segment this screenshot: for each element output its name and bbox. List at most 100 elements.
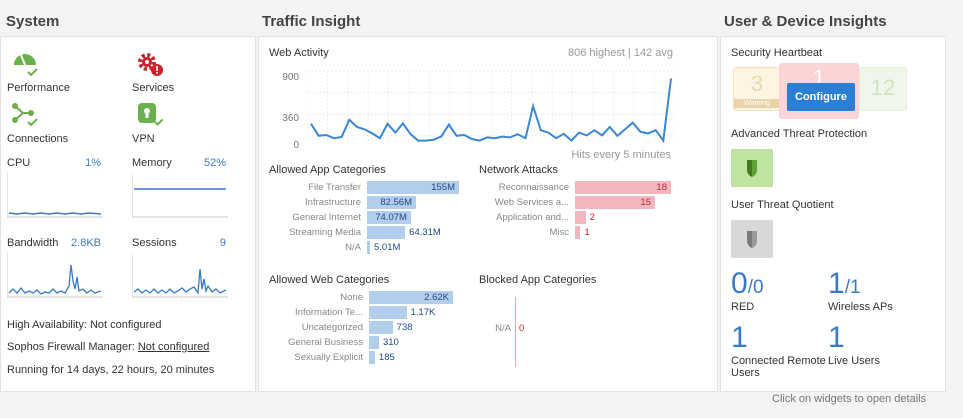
sfm-label: Sophos Firewall Manager: bbox=[7, 341, 135, 353]
connections-label: Connections bbox=[7, 133, 69, 145]
services-widget[interactable]: Services bbox=[132, 51, 232, 95]
app-category-bar[interactable] bbox=[367, 196, 416, 209]
blocked-bar-value: 0 bbox=[519, 323, 525, 334]
footer-hint: Click on widgets to open details bbox=[772, 393, 927, 405]
tick-0: 0 bbox=[293, 140, 299, 151]
web-activity-title: Web Activity bbox=[269, 47, 329, 59]
allowed-app-categories-widget[interactable]: Allowed App Categories File Transfer 155M… bbox=[267, 163, 471, 255]
app-category-value: 5.01M bbox=[374, 242, 401, 253]
network-attack-label: Reconnaissance bbox=[498, 182, 569, 193]
tick-900: 900 bbox=[282, 72, 299, 83]
allowed-web-categories-title: Allowed Web Categories bbox=[269, 274, 390, 286]
red-metric[interactable]: 0/0 RED bbox=[731, 267, 821, 313]
red-count: 0/0 bbox=[731, 267, 764, 300]
user-device-insights-title: User & Device Insights bbox=[724, 13, 887, 30]
system-title: System bbox=[6, 13, 60, 30]
allowed-web-categories-widget[interactable]: Allowed Web Categories None 2.62K Informat… bbox=[267, 273, 471, 373]
red-label: RED bbox=[731, 301, 755, 313]
memory-widget[interactable]: Memory 52% bbox=[132, 157, 228, 219]
network-attack-bar[interactable] bbox=[575, 181, 671, 194]
atp-tile[interactable] bbox=[731, 149, 773, 187]
web-category-label: Uncategorized bbox=[301, 322, 363, 333]
app-category-label: Infrastructure bbox=[305, 197, 361, 208]
remote-users-metric[interactable]: 1 Connected Remote Users bbox=[731, 321, 827, 381]
cpu-value: 1% bbox=[85, 157, 101, 169]
heartbeat-warning-count: 3 bbox=[750, 71, 764, 96]
security-heartbeat-title: Security Heartbeat bbox=[731, 47, 823, 59]
connections-icon bbox=[12, 103, 38, 127]
vpn-lock-icon bbox=[138, 103, 164, 126]
sfm-configure-link[interactable]: Not configured bbox=[137, 341, 210, 353]
performance-widget[interactable]: Performance bbox=[7, 51, 107, 95]
wireless-aps-metric[interactable]: 1/1 Wireless APs bbox=[828, 267, 938, 313]
sfm-status: Sophos Firewall Manager: Not configured bbox=[7, 341, 209, 353]
heartbeat-green-count: 12 bbox=[870, 75, 896, 100]
web-activity-widget[interactable]: Web Activity 806 highest | 142 avg 900 3… bbox=[267, 45, 675, 163]
traffic-insight-title: Traffic Insight bbox=[262, 13, 361, 30]
configure-button[interactable]: Configure bbox=[787, 83, 855, 111]
app-category-value: 74.07M bbox=[375, 212, 407, 223]
performance-icon bbox=[14, 54, 38, 77]
sessions-sparkline bbox=[132, 253, 228, 298]
bandwidth-sparkline bbox=[7, 253, 103, 298]
blocked-app-categories-widget[interactable]: Blocked App Categories N/A 0 bbox=[477, 273, 677, 373]
app-category-label: N/A bbox=[345, 242, 361, 253]
sessions-label: Sessions bbox=[132, 237, 177, 249]
web-category-bar[interactable] bbox=[369, 336, 379, 349]
heartbeat-green-tile[interactable]: 12 bbox=[859, 67, 907, 111]
memory-label: Memory bbox=[132, 157, 172, 169]
network-attack-value: 15 bbox=[640, 197, 651, 208]
web-category-bar[interactable] bbox=[369, 351, 375, 364]
traffic-insight-panel: Web Activity 806 highest | 142 avg 900 3… bbox=[258, 36, 718, 392]
network-attack-value: 1 bbox=[584, 227, 590, 238]
wireless-label: Wireless APs bbox=[828, 301, 893, 313]
system-panel: Performance Services Connections bbox=[0, 36, 256, 392]
cpu-label: CPU bbox=[7, 157, 31, 169]
tick-360: 360 bbox=[282, 113, 299, 124]
network-attacks-title: Network Attacks bbox=[479, 164, 558, 176]
bandwidth-label: Bandwidth bbox=[7, 237, 59, 249]
utq-title: User Threat Quotient bbox=[731, 199, 834, 211]
web-category-bar[interactable] bbox=[369, 306, 407, 319]
app-category-bar[interactable] bbox=[367, 181, 459, 194]
services-gear-icon bbox=[138, 53, 163, 76]
bandwidth-widget[interactable]: Bandwidth 2.8KB bbox=[7, 237, 103, 299]
sessions-widget[interactable]: Sessions 9 bbox=[132, 237, 228, 299]
live-users-metric[interactable]: 1 Live Users bbox=[828, 321, 924, 381]
app-category-bar[interactable] bbox=[367, 211, 411, 224]
app-category-bar[interactable] bbox=[367, 226, 406, 239]
blocked-app-categories-title: Blocked App Categories bbox=[479, 274, 597, 286]
utq-tile[interactable] bbox=[731, 220, 773, 258]
cpu-sparkline bbox=[7, 173, 103, 218]
web-activity-series-line bbox=[310, 78, 672, 144]
services-label: Services bbox=[132, 82, 175, 94]
web-category-value: 738 bbox=[396, 322, 413, 333]
web-category-value: 310 bbox=[382, 337, 399, 348]
network-attack-bar[interactable] bbox=[575, 211, 586, 224]
web-category-value: 2.62K bbox=[424, 292, 449, 303]
cpu-widget[interactable]: CPU 1% bbox=[7, 157, 103, 219]
app-category-bar[interactable] bbox=[367, 241, 370, 254]
remote-users-count: 1 bbox=[731, 321, 748, 354]
web-category-value: 1.17K bbox=[410, 307, 436, 318]
web-category-bar[interactable] bbox=[369, 291, 453, 304]
web-category-value: 185 bbox=[378, 352, 395, 363]
app-category-label: File Transfer bbox=[308, 182, 361, 193]
network-attack-value: 18 bbox=[656, 182, 667, 193]
app-category-value: 155M bbox=[431, 182, 455, 193]
web-category-label: None bbox=[340, 292, 363, 303]
network-attack-bar[interactable] bbox=[575, 196, 655, 209]
sessions-value: 9 bbox=[219, 237, 226, 249]
blocked-axis bbox=[515, 297, 516, 367]
network-attacks-widget[interactable]: Network Attacks Reconnaissance 18 Web Serv… bbox=[477, 163, 677, 255]
network-attack-bar[interactable] bbox=[575, 226, 581, 239]
app-category-value: 64.31M bbox=[409, 227, 441, 238]
vpn-widget[interactable]: VPN bbox=[132, 101, 232, 145]
web-activity-stats: 806 highest | 142 avg bbox=[568, 47, 673, 59]
app-category-value: 82.56M bbox=[380, 197, 412, 208]
vpn-label: VPN bbox=[132, 133, 155, 145]
network-attack-label: Misc bbox=[549, 227, 569, 238]
heartbeat-warning-tile[interactable]: 3 Warning bbox=[733, 67, 781, 111]
connections-widget[interactable]: Connections bbox=[7, 101, 107, 145]
web-category-bar[interactable] bbox=[369, 321, 393, 334]
